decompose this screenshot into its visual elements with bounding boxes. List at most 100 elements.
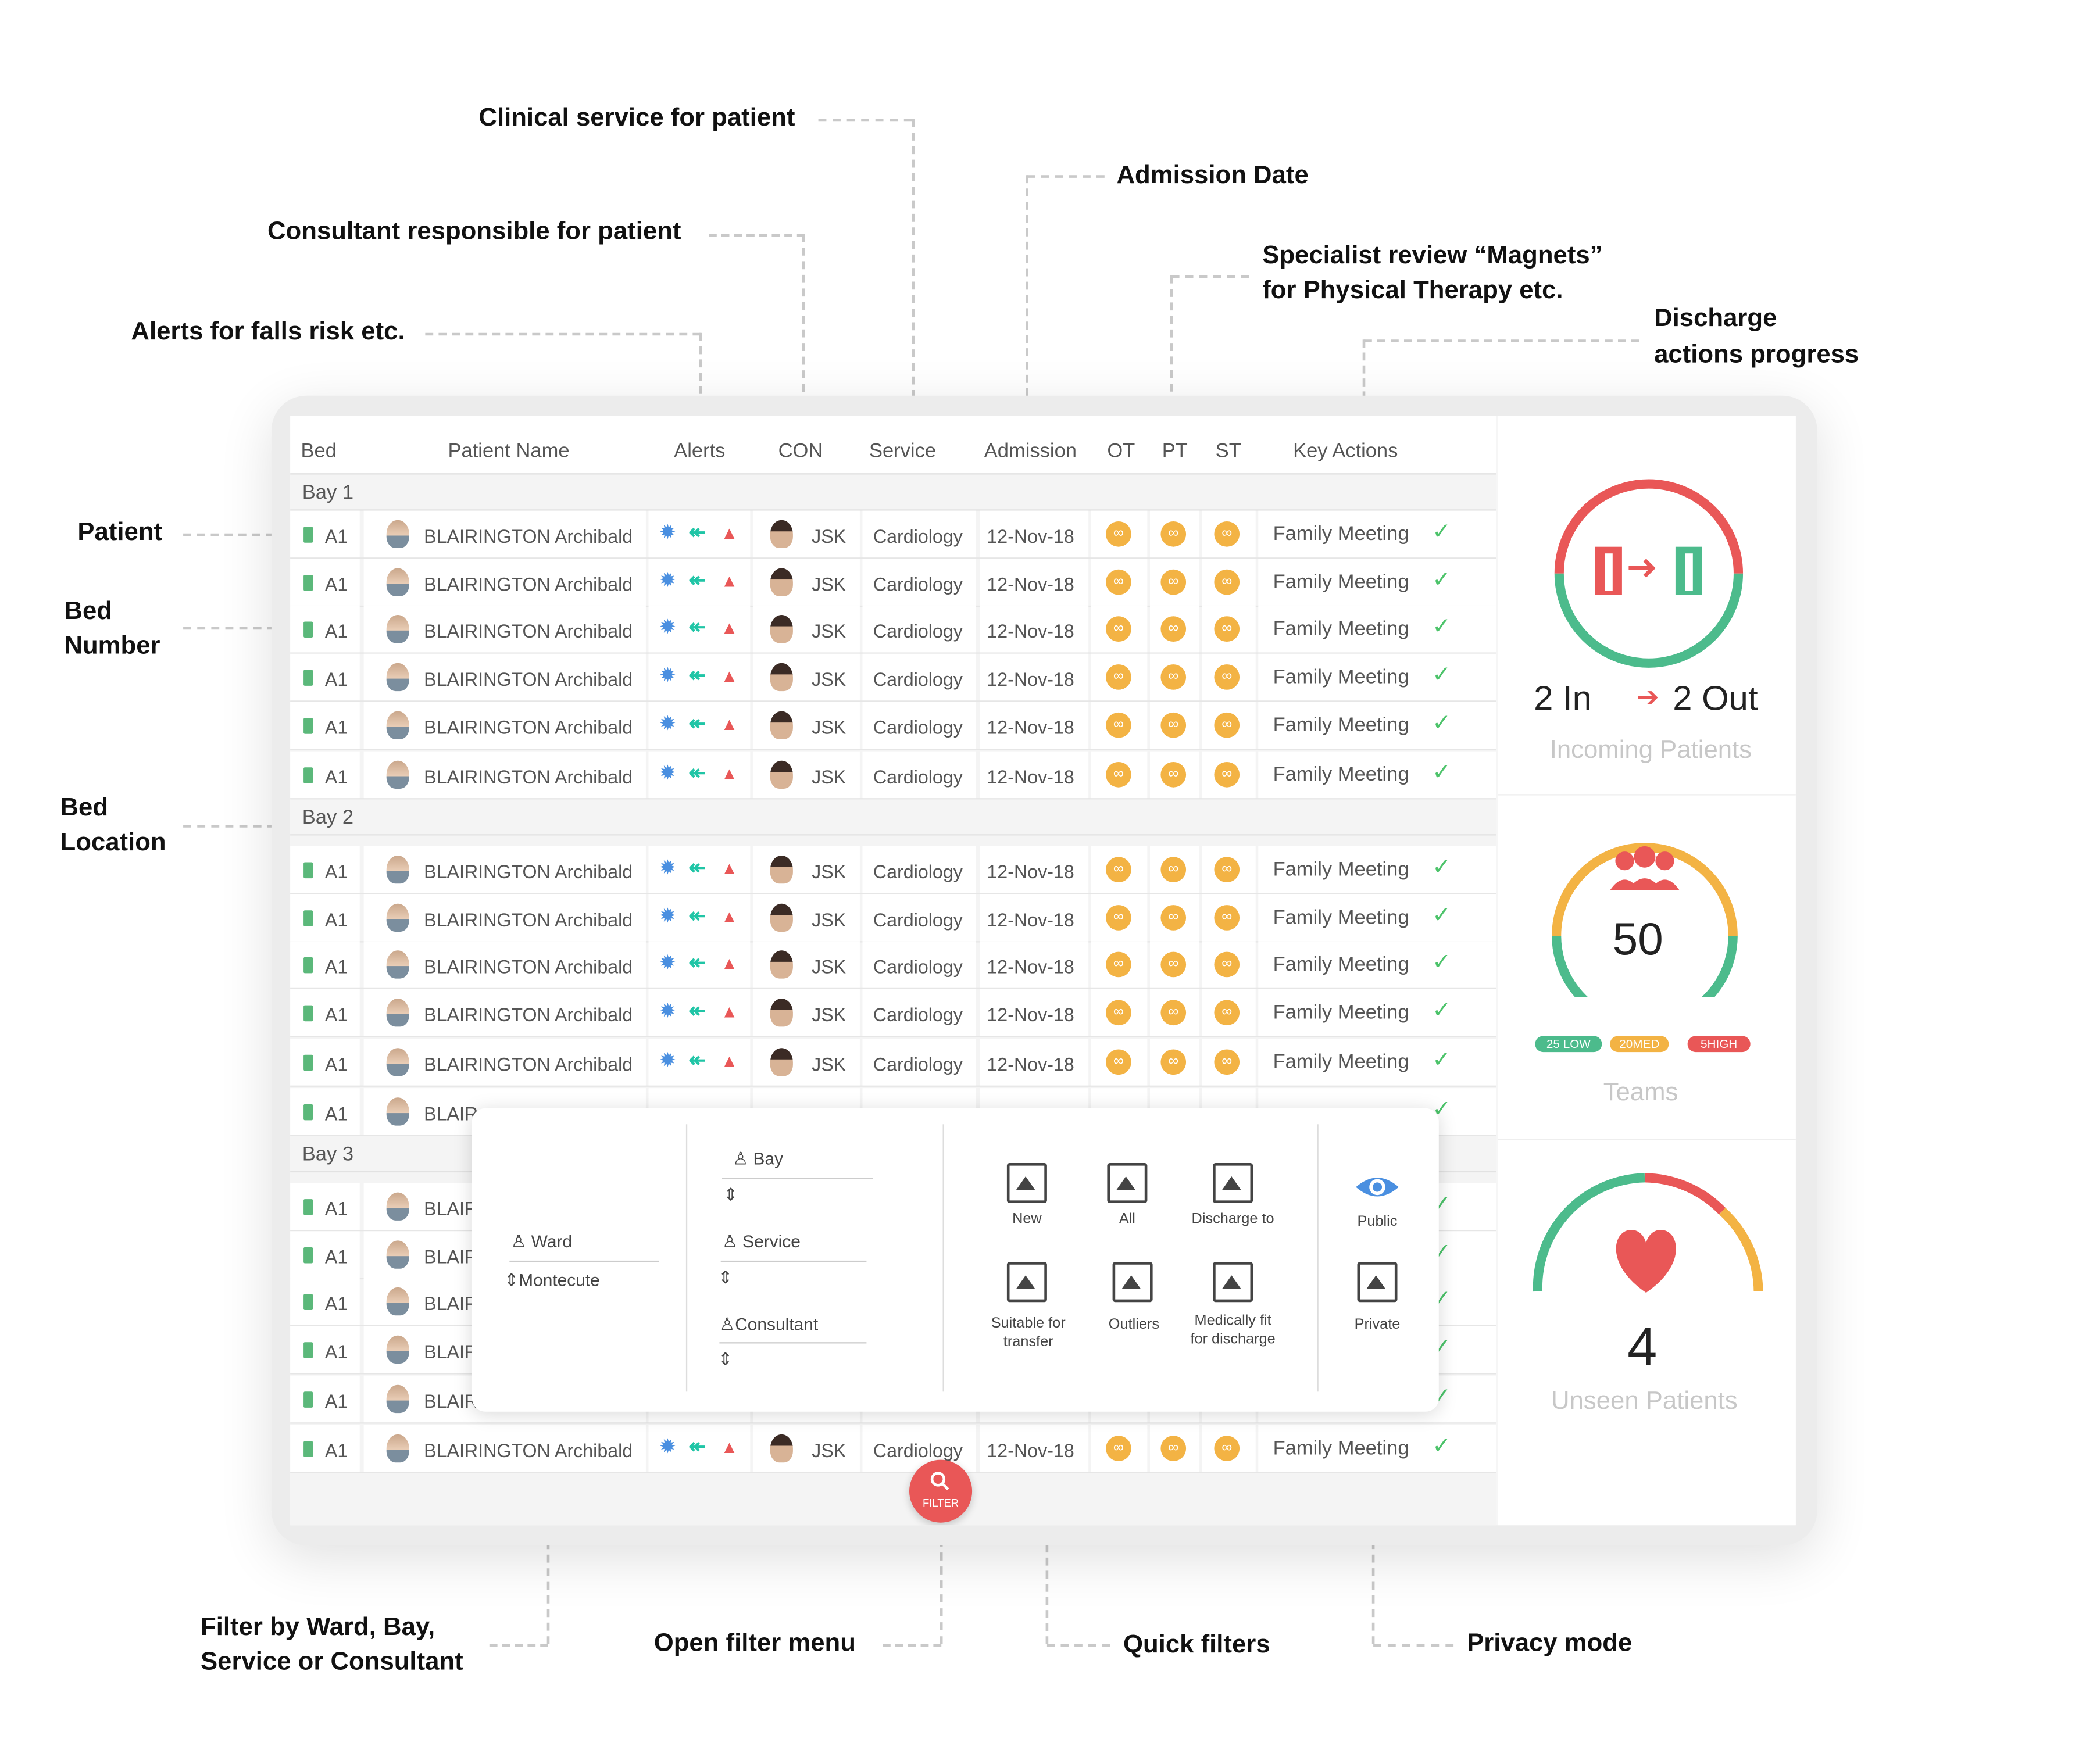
- table-row[interactable]: A1 BLAIRINGTON Archibald ✹ ↞ ▲ JSK Cardiology 1…: [290, 559, 1496, 607]
- patient-name[interactable]: BLAIRINGTON Archibald: [424, 525, 633, 547]
- magnet-ot-icon[interactable]: ∞: [1106, 1000, 1131, 1026]
- service-select[interactable]: ⇕: [718, 1267, 733, 1287]
- gear-icon[interactable]: ✹: [659, 1049, 676, 1072]
- ward-select[interactable]: ⇕Montecute: [504, 1270, 600, 1291]
- magnet-ot-icon[interactable]: ∞: [1106, 905, 1131, 931]
- filter-button[interactable]: FILTER: [909, 1459, 973, 1523]
- table-row[interactable]: A1 BLAIRINGTON Archibald ✹ ↞ ▲ JSK Cardiology 1…: [290, 1425, 1496, 1473]
- col-patient-name[interactable]: Patient Name: [448, 439, 570, 463]
- col-st[interactable]: ST: [1215, 439, 1241, 463]
- patient-name[interactable]: BLAIRINGTON Archibald: [424, 1004, 633, 1026]
- magnet-st-icon[interactable]: ∞: [1214, 712, 1240, 738]
- quick-all-label[interactable]: All: [1119, 1211, 1135, 1228]
- magnet-ot-icon[interactable]: ∞: [1106, 616, 1131, 642]
- key-action[interactable]: Family Meeting: [1273, 1437, 1409, 1460]
- magnet-pt-icon[interactable]: ∞: [1160, 857, 1187, 882]
- table-row[interactable]: A1 BLAIRINGTON Archibald ✹ ↞ ▲ JSK Cardiology 1…: [290, 894, 1496, 943]
- patient-name[interactable]: BLAIRINGTON Archibald: [424, 765, 633, 788]
- falls-risk-icon[interactable]: ↞: [688, 1049, 706, 1072]
- magnet-ot-icon[interactable]: ∞: [1106, 857, 1131, 882]
- magnet-st-icon[interactable]: ∞: [1214, 951, 1240, 978]
- magnet-pt-icon[interactable]: ∞: [1160, 1049, 1187, 1075]
- quick-all-icon[interactable]: [1107, 1163, 1148, 1203]
- gear-icon[interactable]: ✹: [659, 569, 676, 592]
- falls-risk-icon[interactable]: ↞: [688, 616, 706, 639]
- falls-risk-icon[interactable]: ↞: [688, 762, 706, 785]
- quick-discharge-label[interactable]: Discharge to: [1191, 1211, 1274, 1228]
- patient-name[interactable]: BLAIRINGTON Archibald: [424, 668, 633, 690]
- warning-icon[interactable]: ▲: [720, 617, 738, 638]
- incoming-panel[interactable]: 2 In ➔ 2 Out Incoming Patients: [1498, 416, 1796, 796]
- magnet-pt-icon[interactable]: ∞: [1160, 616, 1187, 642]
- magnet-pt-icon[interactable]: ∞: [1160, 712, 1187, 738]
- table-row[interactable]: A1 BLAIRINGTON Archibald ✹ ↞ ▲ JSK Cardiology 1…: [290, 846, 1496, 894]
- key-action[interactable]: Family Meeting: [1273, 617, 1409, 641]
- quick-outliers-label[interactable]: Outliers: [1108, 1316, 1159, 1333]
- magnet-st-icon[interactable]: ∞: [1214, 1049, 1240, 1075]
- key-action[interactable]: Family Meeting: [1273, 763, 1409, 786]
- warning-icon[interactable]: ▲: [720, 953, 738, 974]
- falls-risk-icon[interactable]: ↞: [688, 857, 706, 880]
- patient-name[interactable]: BLAIR: [424, 1197, 478, 1219]
- patient-name[interactable]: BLAIR: [424, 1246, 478, 1268]
- magnet-pt-icon[interactable]: ∞: [1160, 1000, 1187, 1026]
- patient-name[interactable]: BLAIR: [424, 1293, 478, 1314]
- gear-icon[interactable]: ✹: [659, 664, 676, 688]
- patient-name[interactable]: BLAIRINGTON Archibald: [424, 573, 633, 595]
- consultant-select[interactable]: ⇕: [718, 1348, 733, 1369]
- gear-icon[interactable]: ✹: [659, 712, 676, 735]
- unseen-panel[interactable]: 4 Unseen Patients: [1498, 1142, 1796, 1525]
- table-row[interactable]: A1 BLAIRINGTON Archibald ✹ ↞ ▲ JSK Cardiology 1…: [290, 1039, 1496, 1087]
- bay-select[interactable]: ⇕: [723, 1184, 738, 1205]
- patient-name[interactable]: BLAIR: [424, 1340, 478, 1362]
- gear-icon[interactable]: ✹: [659, 521, 676, 545]
- warning-icon[interactable]: ▲: [720, 1050, 738, 1071]
- magnet-ot-icon[interactable]: ∞: [1106, 951, 1131, 978]
- falls-risk-icon[interactable]: ↞: [688, 569, 706, 592]
- warning-icon[interactable]: ▲: [720, 906, 738, 926]
- magnet-pt-icon[interactable]: ∞: [1160, 905, 1187, 931]
- magnet-ot-icon[interactable]: ∞: [1106, 521, 1131, 547]
- magnet-st-icon[interactable]: ∞: [1214, 762, 1240, 788]
- table-row[interactable]: A1 BLAIRINGTON Archibald ✹ ↞ ▲ JSK Cardiology 1…: [290, 751, 1496, 800]
- quick-suitable-label[interactable]: Suitable for transfer: [972, 1314, 1084, 1351]
- warning-icon[interactable]: ▲: [720, 523, 738, 543]
- key-action[interactable]: Family Meeting: [1273, 1001, 1409, 1024]
- falls-risk-icon[interactable]: ↞: [688, 951, 706, 975]
- table-row[interactable]: A1 BLAIRINGTON Archibald ✹ ↞ ▲ JSK Cardiology 1…: [290, 989, 1496, 1037]
- col-pt[interactable]: PT: [1162, 439, 1188, 463]
- falls-risk-icon[interactable]: ↞: [688, 1000, 706, 1023]
- patient-name[interactable]: BLAIRINGTON Archibald: [424, 620, 633, 642]
- falls-risk-icon[interactable]: ↞: [688, 1436, 706, 1459]
- col-con[interactable]: CON: [778, 439, 823, 463]
- falls-risk-icon[interactable]: ↞: [688, 664, 706, 688]
- magnet-st-icon[interactable]: ∞: [1214, 1436, 1240, 1461]
- patient-name[interactable]: BLAIR: [424, 1390, 478, 1412]
- key-action[interactable]: Family Meeting: [1273, 858, 1409, 881]
- magnet-ot-icon[interactable]: ∞: [1106, 569, 1131, 595]
- falls-risk-icon[interactable]: ↞: [688, 521, 706, 545]
- patient-name[interactable]: BLAIRINGTON Archibald: [424, 909, 633, 931]
- col-admission[interactable]: Admission: [984, 439, 1077, 463]
- warning-icon[interactable]: ▲: [720, 714, 738, 734]
- warning-icon[interactable]: ▲: [720, 665, 738, 686]
- gear-icon[interactable]: ✹: [659, 951, 676, 975]
- col-alerts[interactable]: Alerts: [674, 439, 726, 463]
- magnet-st-icon[interactable]: ∞: [1214, 521, 1240, 547]
- col-bed[interactable]: Bed: [301, 439, 337, 463]
- gear-icon[interactable]: ✹: [659, 1000, 676, 1023]
- key-action[interactable]: Family Meeting: [1273, 953, 1409, 976]
- patient-name[interactable]: BLAIRINGTON Archibald: [424, 716, 633, 738]
- key-action[interactable]: Family Meeting: [1273, 714, 1409, 737]
- warning-icon[interactable]: ▲: [720, 571, 738, 591]
- gear-icon[interactable]: ✹: [659, 762, 676, 785]
- key-action[interactable]: Family Meeting: [1273, 665, 1409, 689]
- magnet-pt-icon[interactable]: ∞: [1160, 664, 1187, 690]
- falls-risk-icon[interactable]: ↞: [688, 905, 706, 928]
- magnet-pt-icon[interactable]: ∞: [1160, 521, 1187, 547]
- col-ot[interactable]: OT: [1107, 439, 1135, 463]
- warning-icon[interactable]: ▲: [720, 1001, 738, 1022]
- quick-new-icon[interactable]: [1006, 1163, 1047, 1203]
- magnet-st-icon[interactable]: ∞: [1214, 616, 1240, 642]
- patient-name[interactable]: BLAIRINGTON Archibald: [424, 956, 633, 978]
